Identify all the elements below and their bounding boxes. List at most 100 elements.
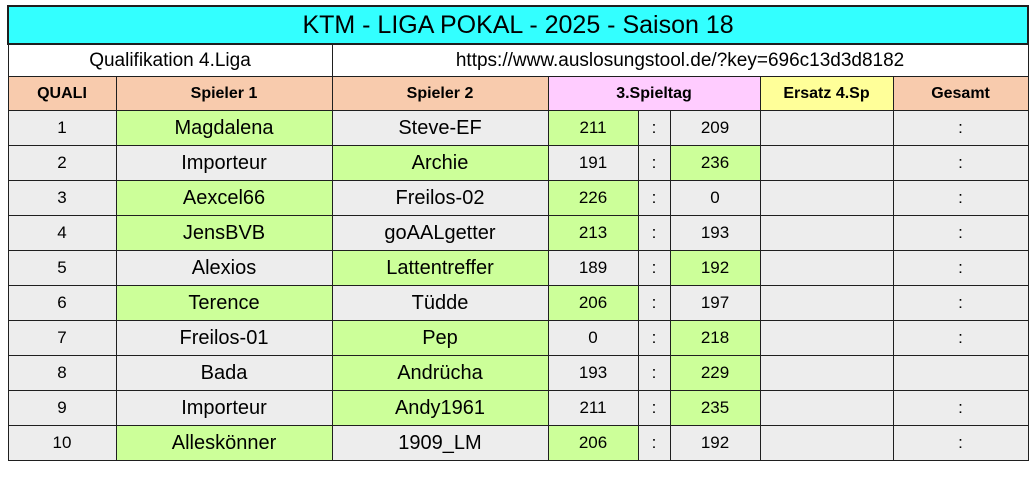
score-1-cell: 206 xyxy=(547,285,639,321)
table-row: 4 JensBVB goAALgetter 213:193: xyxy=(7,215,1029,251)
ersatz-cell xyxy=(759,145,894,181)
spieler-1-cell: Magdalena xyxy=(115,110,333,146)
score-1-cell: 0 xyxy=(547,320,639,356)
score-separator: : xyxy=(637,145,671,181)
score-separator: : xyxy=(637,285,671,321)
gesamt-cell: : xyxy=(892,110,1029,146)
gesamt-cell: : xyxy=(892,425,1029,461)
score-1-cell: 211 xyxy=(547,390,639,426)
pokal-table: KTM - LIGA POKAL - 2025 - Saison 18 Qual… xyxy=(6,5,1030,461)
ersatz-cell xyxy=(759,215,894,251)
score-1-cell: 206 xyxy=(547,425,639,461)
score-2-cell: 0 xyxy=(669,180,761,216)
score-separator: : xyxy=(637,250,671,286)
quali-number: 8 xyxy=(7,355,117,391)
score-1-cell: 213 xyxy=(547,215,639,251)
spieler-2-cell: Archie xyxy=(331,145,549,181)
table-row: 9 Importeur Andy1961 211:235: xyxy=(7,390,1029,426)
header-quali: QUALI xyxy=(7,76,117,111)
auslosung-url[interactable]: https://www.auslosungstool.de/?key=696c1… xyxy=(331,43,1029,77)
score-separator: : xyxy=(637,425,671,461)
page-title: KTM - LIGA POKAL - 2025 - Saison 18 xyxy=(6,5,1030,45)
ersatz-cell xyxy=(759,320,894,356)
spieler-2-cell: goAALgetter xyxy=(331,215,549,251)
header-gesamt: Gesamt xyxy=(892,76,1029,111)
spieler-1-cell: JensBVB xyxy=(115,215,333,251)
quali-number: 3 xyxy=(7,180,117,216)
quali-number: 4 xyxy=(7,215,117,251)
ersatz-cell xyxy=(759,250,894,286)
gesamt-cell: : xyxy=(892,390,1029,426)
spieler-2-cell: Andrücha xyxy=(331,355,549,391)
quali-number: 6 xyxy=(7,285,117,321)
qualification-label: Qualifikation 4.Liga xyxy=(7,43,333,77)
score-2-cell: 209 xyxy=(669,110,761,146)
header-ersatz: Ersatz 4.Sp xyxy=(759,76,894,111)
header-spieler-2: Spieler 2 xyxy=(331,76,549,111)
ersatz-cell xyxy=(759,355,894,391)
score-2-cell: 218 xyxy=(669,320,761,356)
quali-number: 9 xyxy=(7,390,117,426)
score-1-cell: 191 xyxy=(547,145,639,181)
score-1-cell: 226 xyxy=(547,180,639,216)
score-2-cell: 197 xyxy=(669,285,761,321)
ersatz-cell xyxy=(759,285,894,321)
score-1-cell: 193 xyxy=(547,355,639,391)
quali-number: 5 xyxy=(7,250,117,286)
gesamt-cell: : xyxy=(892,145,1029,181)
table-row: 8 Bada Andrücha 193:229 xyxy=(7,355,1029,391)
spieler-1-cell: Aexcel66 xyxy=(115,180,333,216)
table-row: 10 Alleskönner 1909_LM 206:192: xyxy=(7,425,1029,461)
table-row: 3 Aexcel66 Freilos-02 226:0: xyxy=(7,180,1029,216)
quali-number: 7 xyxy=(7,320,117,356)
score-separator: : xyxy=(637,180,671,216)
table-row: 1 Magdalena Steve-EF 211:209: xyxy=(7,110,1029,146)
spieler-2-cell: Tüdde xyxy=(331,285,549,321)
spieler-2-cell: Andy1961 xyxy=(331,390,549,426)
header-spieler-1: Spieler 1 xyxy=(115,76,333,111)
table-row: 7 Freilos-01 Pep 0:218: xyxy=(7,320,1029,356)
table-row: 2 Importeur Archie 191:236: xyxy=(7,145,1029,181)
header-spieltag: 3.Spieltag xyxy=(547,76,761,111)
spieler-2-cell: Lattentreffer xyxy=(331,250,549,286)
score-2-cell: 192 xyxy=(669,425,761,461)
score-separator: : xyxy=(637,110,671,146)
quali-number: 2 xyxy=(7,145,117,181)
score-separator: : xyxy=(637,320,671,356)
score-1-cell: 189 xyxy=(547,250,639,286)
ersatz-cell xyxy=(759,425,894,461)
score-2-cell: 235 xyxy=(669,390,761,426)
score-separator: : xyxy=(637,355,671,391)
score-separator: : xyxy=(637,390,671,426)
score-2-cell: 229 xyxy=(669,355,761,391)
gesamt-cell: : xyxy=(892,320,1029,356)
spieler-1-cell: Bada xyxy=(115,355,333,391)
score-2-cell: 236 xyxy=(669,145,761,181)
gesamt-cell: : xyxy=(892,250,1029,286)
score-2-cell: 192 xyxy=(669,250,761,286)
spieler-2-cell: Pep xyxy=(331,320,549,356)
ersatz-cell xyxy=(759,390,894,426)
spieler-1-cell: Importeur xyxy=(115,390,333,426)
quali-number: 10 xyxy=(7,425,117,461)
table-row: 5 Alexios Lattentreffer 189:192: xyxy=(7,250,1029,286)
score-separator: : xyxy=(637,215,671,251)
spieler-1-cell: Importeur xyxy=(115,145,333,181)
ersatz-cell xyxy=(759,110,894,146)
spieler-1-cell: Alexios xyxy=(115,250,333,286)
gesamt-cell: : xyxy=(892,180,1029,216)
spieler-2-cell: Steve-EF xyxy=(331,110,549,146)
score-2-cell: 193 xyxy=(669,215,761,251)
quali-number: 1 xyxy=(7,110,117,146)
spieler-1-cell: Alleskönner xyxy=(115,425,333,461)
ersatz-cell xyxy=(759,180,894,216)
spieler-1-cell: Freilos-01 xyxy=(115,320,333,356)
spieler-2-cell: 1909_LM xyxy=(331,425,549,461)
spieler-2-cell: Freilos-02 xyxy=(331,180,549,216)
spieler-1-cell: Terence xyxy=(115,285,333,321)
gesamt-cell xyxy=(892,355,1029,391)
score-1-cell: 211 xyxy=(547,110,639,146)
gesamt-cell: : xyxy=(892,285,1029,321)
table-row: 6 Terence Tüdde 206:197: xyxy=(7,285,1029,321)
gesamt-cell: : xyxy=(892,215,1029,251)
